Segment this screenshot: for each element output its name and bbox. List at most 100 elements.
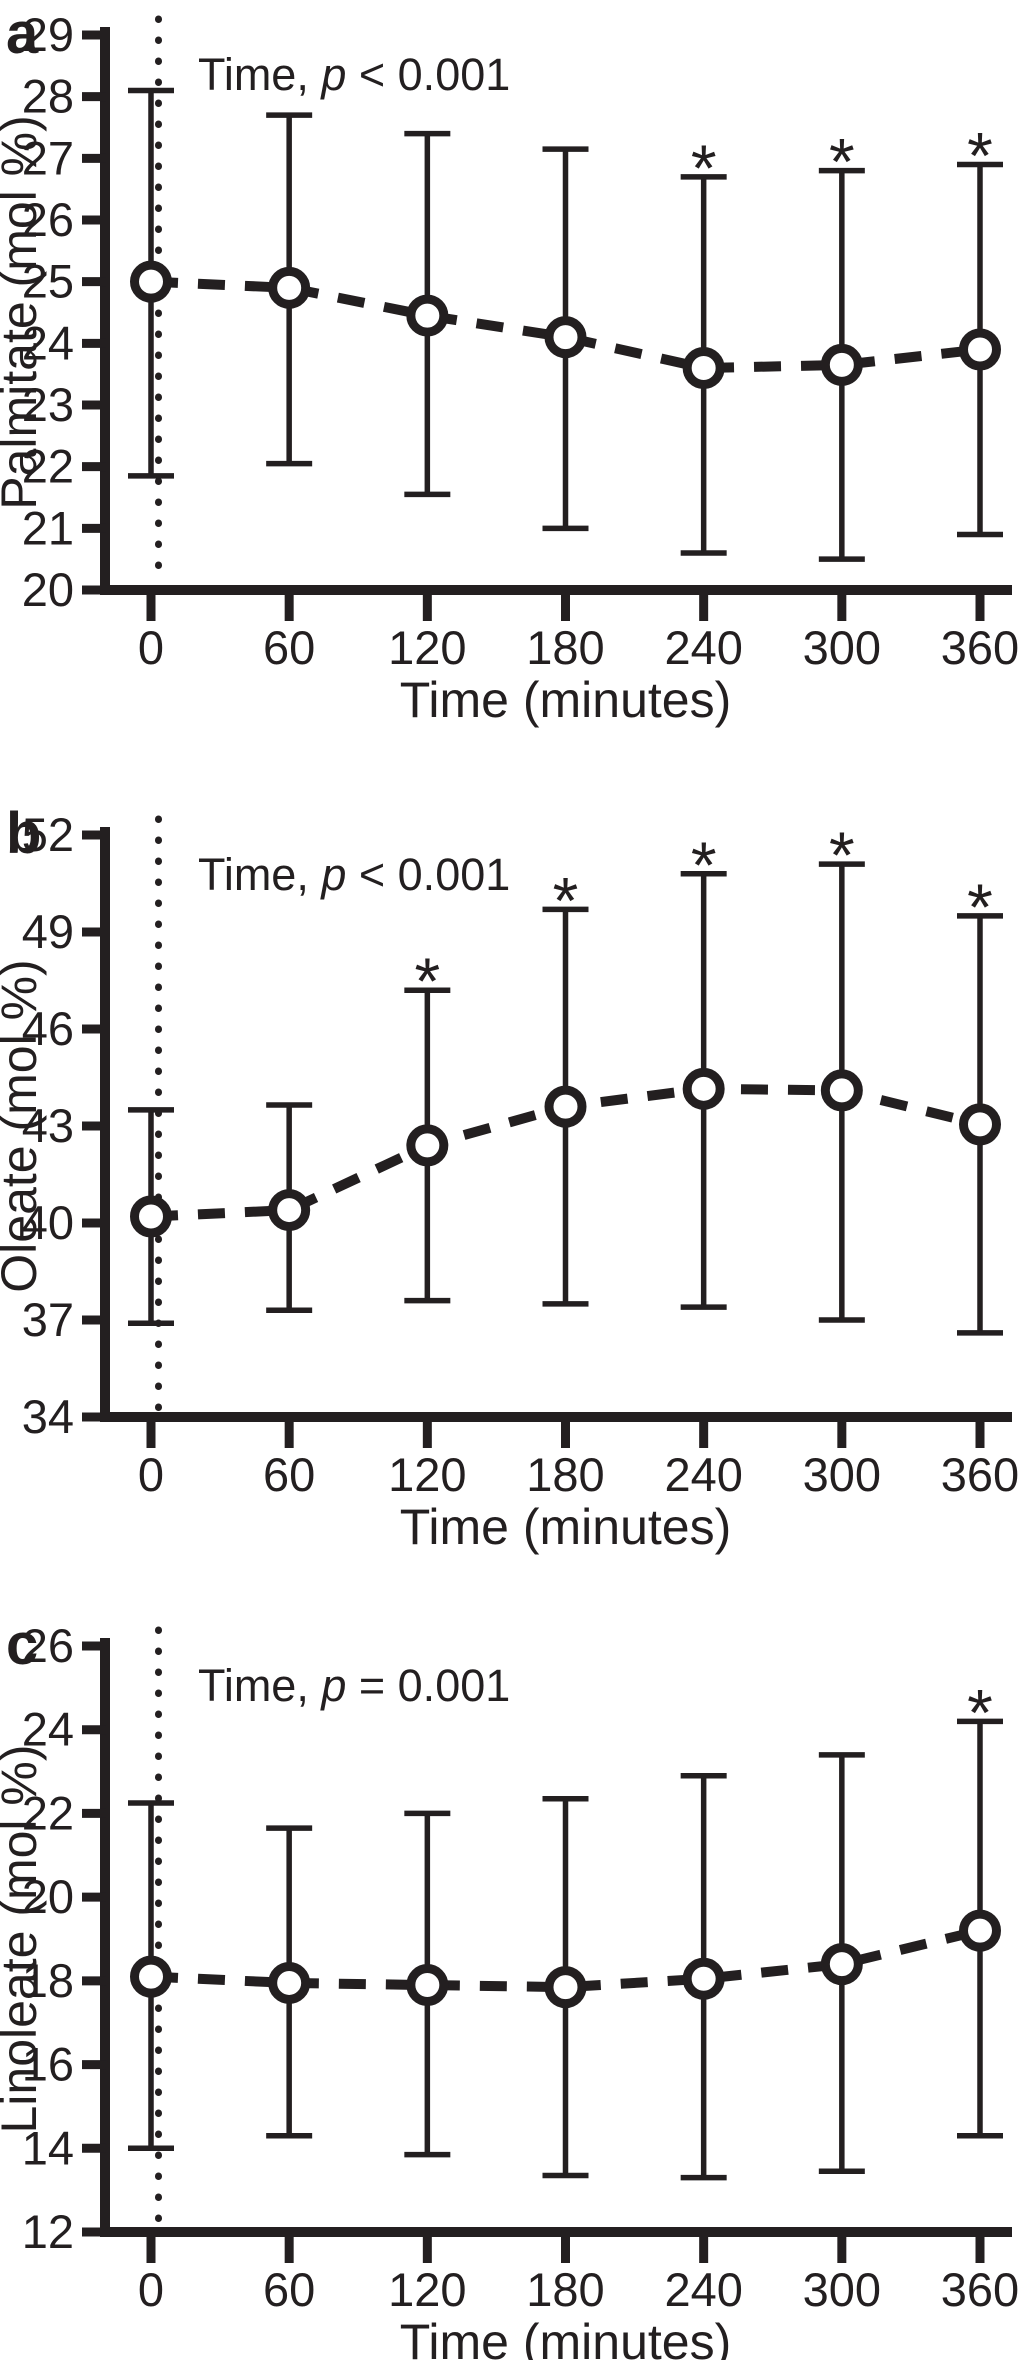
y-tick-label: 28 (22, 70, 74, 123)
annotation-prefix: Time, (198, 849, 321, 900)
significance-asterisk: * (829, 125, 855, 199)
y-axis-title: Palmitate (mol %) (0, 115, 47, 510)
panel-c: 12 14 16 18 20 22 24 26 0 60 120 180 240 300 360 * c Time… (0, 1574, 1027, 2360)
y-tick-label: 22 (22, 1786, 74, 1839)
data-point-marker (130, 1195, 172, 1238)
x-tick-label: 180 (526, 2263, 604, 2316)
panel-a-chart: 20 21 22 23 24 25 26 27 28 29 0 60 120 180 240 300 360 * *… (0, 1, 1019, 728)
x-tick-label: 120 (388, 2263, 466, 2316)
x-axis-title: Time (minutes) (400, 2314, 732, 2360)
significance-asterisk: * (967, 870, 993, 944)
x-tick-label: 360 (941, 2263, 1019, 2316)
x-tick-label: 180 (526, 621, 604, 674)
panel-label: a (6, 1, 39, 66)
annotation-p-symbol: p (319, 849, 346, 900)
y-tick-label: 18 (22, 1954, 74, 2007)
data-point-marker (544, 316, 587, 359)
y-axis-title: Oleate (mol %) (0, 959, 47, 1292)
annotation-suffix: < 0.001 (346, 49, 510, 100)
panel-label: b (6, 801, 41, 866)
data-point-marker (959, 1909, 1001, 1952)
x-tick-label: 240 (664, 1448, 742, 1501)
y-tick-label: 20 (22, 1870, 74, 1923)
data-point-marker (820, 1069, 863, 1112)
x-tick-label: 360 (941, 621, 1019, 674)
x-tick-label: 240 (664, 621, 742, 674)
y-tick-label: 16 (22, 2038, 74, 2091)
data-point-marker (682, 1957, 725, 2000)
annotation-p-symbol: p (319, 1660, 346, 1711)
y-tick-label: 52 (22, 808, 74, 861)
data-point-marker (682, 347, 725, 389)
significance-asterisk: * (553, 863, 579, 937)
significance-asterisk: * (967, 1675, 993, 1749)
significance-asterisk: * (967, 119, 993, 193)
data-point-marker (820, 343, 863, 386)
y-tick-label: 34 (22, 1390, 74, 1443)
y-tick-label: 23 (22, 378, 74, 431)
x-tick-label: 60 (263, 621, 315, 674)
y-tick-label: 27 (22, 131, 74, 184)
annotation-p-symbol: p (319, 49, 346, 100)
annotation-prefix: Time, (198, 49, 321, 100)
data-point-marker (544, 1085, 587, 1128)
data-point-marker (959, 328, 1001, 371)
data-point-marker (406, 1124, 449, 1167)
y-tick-label: 24 (22, 316, 74, 369)
y-tick-label: 14 (22, 2121, 74, 2174)
x-tick-label: 360 (941, 1448, 1019, 1501)
y-tick-label: 26 (22, 193, 74, 246)
data-point-marker (959, 1103, 1001, 1146)
annotation-prefix: Time, (198, 1660, 321, 1711)
panel-b-chart: 34 37 40 43 46 49 52 0 60 120 180 240 300 360 * * * * * b Ti… (0, 801, 1019, 1555)
y-axis-title: Linoleate (mol %) (0, 1744, 47, 2133)
x-tick-label: 0 (138, 1448, 164, 1501)
y-tick-label: 29 (22, 8, 74, 61)
x-tick-label: 300 (803, 1448, 881, 1501)
x-tick-label: 0 (138, 621, 164, 674)
panel-b: 34 37 40 43 46 49 52 0 60 120 180 240 300 360 * * * * * b Ti… (0, 787, 1027, 1574)
x-axis-title: Time (minutes) (400, 1499, 732, 1555)
data-point-marker (130, 1955, 172, 1998)
annotation-suffix: = 0.001 (346, 1660, 510, 1711)
significance-asterisk: * (691, 828, 717, 902)
x-tick-label: 60 (263, 1448, 315, 1501)
x-tick-label: 120 (388, 1448, 466, 1501)
y-tick-label: 25 (22, 255, 74, 308)
x-tick-label: 60 (263, 2263, 315, 2316)
x-tick-label: 300 (803, 621, 881, 674)
y-tick-label: 12 (22, 2205, 74, 2258)
significance-asterisk: * (414, 944, 440, 1018)
y-tick-label: 21 (22, 501, 74, 554)
y-tick-label: 20 (22, 563, 74, 616)
x-tick-label: 240 (664, 2263, 742, 2316)
data-point-marker (682, 1067, 725, 1110)
data-point-marker (406, 1964, 449, 2007)
p-value-annotation: Time, p < 0.001 (198, 49, 510, 100)
data-point-marker (268, 1961, 311, 2004)
y-tick-label: 37 (22, 1293, 74, 1346)
data-point-marker (544, 1966, 587, 2009)
x-tick-label: 300 (803, 2263, 881, 2316)
y-tick-label: 49 (22, 905, 74, 958)
y-tick-label: 46 (22, 1002, 74, 1055)
y-tick-label: 40 (22, 1196, 74, 1249)
data-point-marker (268, 1189, 311, 1232)
panel-c-chart: 12 14 16 18 20 22 24 26 0 60 120 180 240 300 360 * c Time… (0, 1612, 1019, 2360)
significance-asterisk: * (691, 131, 717, 205)
x-axis-title: Time (minutes) (400, 672, 732, 728)
data-point-marker (130, 260, 172, 303)
x-tick-label: 0 (138, 2263, 164, 2316)
p-value-annotation: Time, p < 0.001 (198, 849, 510, 900)
panel-a: 20 21 22 23 24 25 26 27 28 29 0 60 120 180 240 300 360 * *… (0, 0, 1027, 787)
y-tick-label: 24 (22, 1703, 74, 1756)
y-tick-label: 43 (22, 1099, 74, 1152)
y-tick-label: 22 (22, 440, 74, 493)
annotation-suffix: < 0.001 (346, 849, 510, 900)
x-tick-label: 120 (388, 621, 466, 674)
significance-asterisk: * (829, 818, 855, 892)
data-point-marker (406, 294, 449, 337)
data-point-marker (268, 266, 311, 309)
y-tick-label: 26 (22, 1619, 74, 1672)
